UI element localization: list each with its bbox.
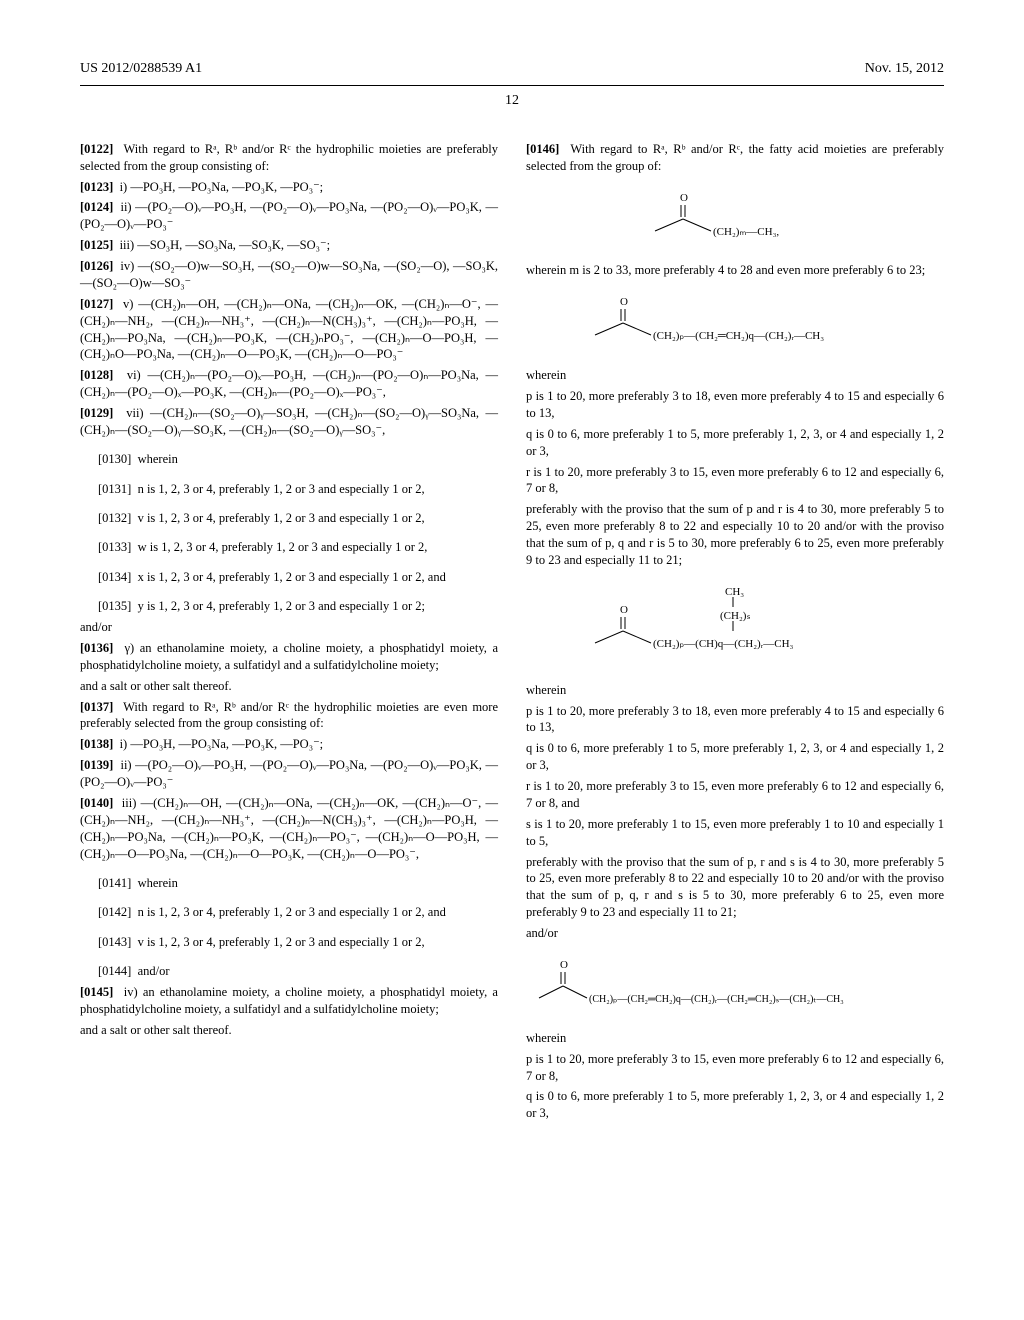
chem-structure-4: O (CH₂)ₚ—(CH₂═CH₂)q—(CH₂)ᵣ—(CH₂═CH₂)ₛ—(C… bbox=[526, 956, 944, 1016]
chem3-mid: (CH₂)ₛ bbox=[720, 610, 751, 622]
para-0131-text: n is 1, 2, 3 or 4, preferably 1, 2 or 3 … bbox=[138, 482, 425, 496]
para-0146: [0146] With regard to Rᵃ, Rᵇ and/or Rᶜ, … bbox=[526, 141, 944, 175]
page-number: 12 bbox=[80, 92, 944, 111]
wherein-2: wherein bbox=[526, 682, 944, 699]
para-0127: [0127] v) —(CH₂)ₙ—OH, —(CH₂)ₙ—ONa, —(CH₂… bbox=[80, 296, 498, 364]
svg-text:O: O bbox=[680, 192, 688, 204]
para-0140-text: iii) —(CH₂)ₙ—OH, —(CH₂)ₙ—ONa, —(CH₂)ₙ—OK… bbox=[80, 796, 498, 861]
patent-page: US 2012/0288539 A1 Nov. 15, 2012 12 [012… bbox=[0, 0, 1024, 1320]
para-0133: [0133] w is 1, 2, 3 or 4, preferably 1, … bbox=[98, 539, 498, 556]
m-desc: wherein m is 2 to 33, more preferably 4 … bbox=[526, 262, 944, 279]
para-0125-text: iii) —SO₃H, —SO₃Na, —SO₃K, —SO₃⁻; bbox=[120, 238, 331, 252]
para-0123: [0123] i) —PO₃H, —PO₃Na, —PO₃K, —PO₃⁻; bbox=[80, 179, 498, 196]
para-0127-text: v) —(CH₂)ₙ—OH, —(CH₂)ₙ—ONa, —(CH₂)ₙ—OK, … bbox=[80, 297, 498, 362]
p-desc-2: p is 1 to 20, more preferably 3 to 18, e… bbox=[526, 703, 944, 737]
para-0129: [0129] vii) —(CH₂)ₙ—(SO₂—O)ᵧ—SO₃H, —(CH₂… bbox=[80, 405, 498, 439]
para-0129-text: vii) —(CH₂)ₙ—(SO₂—O)ᵧ—SO₃H, —(CH₂)ₙ—(SO₂… bbox=[80, 406, 498, 437]
para-0135-text: y is 1, 2, 3 or 4, preferably 1, 2 or 3 … bbox=[138, 599, 425, 613]
r-desc-2: r is 1 to 20, more preferably 3 to 15, e… bbox=[526, 778, 944, 812]
para-0124: [0124] ii) —(PO₂—O)ᵥ—PO₃H, —(PO₂—O)ᵥ—PO₃… bbox=[80, 199, 498, 233]
chem-structure-3: CH₃ (CH₂)ₛ O (CH₂)ₚ—(CH)q—(CH₂)ᵣ—CH₃ bbox=[526, 583, 944, 668]
para-0144: [0144] and/or bbox=[98, 963, 498, 980]
para-0143: [0143] v is 1, 2, 3 or 4, preferably 1, … bbox=[98, 934, 498, 951]
para-0140: [0140] iii) —(CH₂)ₙ—OH, —(CH₂)ₙ—ONa, —(C… bbox=[80, 795, 498, 863]
para-0141-text: wherein bbox=[138, 876, 178, 890]
chem3-label: (CH₂)ₚ—(CH)q—(CH₂)ᵣ—CH₃ bbox=[653, 638, 794, 650]
para-0138: [0138] i) —PO₃H, —PO₃Na, —PO₃K, —PO₃⁻; bbox=[80, 736, 498, 753]
para-0128: [0128] vi) —(CH₂)ₙ—(PO₂—O)ₓ—PO₃H, —(CH₂)… bbox=[80, 367, 498, 401]
para-0132: [0132] v is 1, 2, 3 or 4, preferably 1, … bbox=[98, 510, 498, 527]
para-0133-text: w is 1, 2, 3 or 4, preferably 1, 2 or 3 … bbox=[138, 540, 428, 554]
para-0126: [0126] iv) —(SO₂—O)w—SO₃H, —(SO₂—O)w—SO₃… bbox=[80, 258, 498, 292]
publication-number: US 2012/0288539 A1 bbox=[80, 60, 202, 79]
para-0139: [0139] ii) —(PO₂—O)ᵥ—PO₃H, —(PO₂—O)ᵥ—PO₃… bbox=[80, 757, 498, 791]
para-0139-text: ii) —(PO₂—O)ᵥ—PO₃H, —(PO₂—O)ᵥ—PO₃Na, —(P… bbox=[80, 758, 498, 789]
p-desc-1: p is 1 to 20, more preferably 3 to 18, e… bbox=[526, 388, 944, 422]
s-desc-2: s is 1 to 20, more preferably 1 to 15, e… bbox=[526, 816, 944, 850]
para-0125: [0125] iii) —SO₃H, —SO₃Na, —SO₃K, —SO₃⁻; bbox=[80, 237, 498, 254]
r-desc-1: r is 1 to 20, more preferably 3 to 15, e… bbox=[526, 464, 944, 498]
andor-2: and/or bbox=[526, 925, 944, 942]
publication-date: Nov. 15, 2012 bbox=[865, 60, 944, 79]
para-0137-text: With regard to Rᵃ, Rᵇ and/or Rᶜ the hydr… bbox=[80, 700, 498, 731]
para-0144-text: and/or bbox=[138, 964, 170, 978]
chem4-label: (CH₂)ₚ—(CH₂═CH₂)q—(CH₂)ᵣ—(CH₂═CH₂)ₛ—(CH₂… bbox=[589, 994, 844, 1005]
wherein-3: wherein bbox=[526, 1030, 944, 1047]
para-0145: [0145] iv) an ethanolamine moiety, a cho… bbox=[80, 984, 498, 1018]
para-0136: [0136] γ) an ethanolamine moiety, a chol… bbox=[80, 640, 498, 674]
para-0132-text: v is 1, 2, 3 or 4, preferably 1, 2 or 3 … bbox=[138, 511, 425, 525]
para-0122-text: With regard to Rᵃ, Rᵇ and/or Rᶜ the hydr… bbox=[80, 142, 498, 173]
q-desc-3: q is 0 to 6, more preferably 1 to 5, mor… bbox=[526, 1088, 944, 1122]
page-header: US 2012/0288539 A1 Nov. 15, 2012 bbox=[80, 60, 944, 79]
para-0128-text: vi) —(CH₂)ₙ—(PO₂—O)ₓ—PO₃H, —(CH₂)ₙ—(PO₂—… bbox=[80, 368, 498, 399]
chem-structure-1: O (CH₂)ₘ—CH₃, bbox=[526, 189, 944, 249]
para-0124-text: ii) —(PO₂—O)ᵥ—PO₃H, —(PO₂—O)ᵥ—PO₃Na, —(P… bbox=[80, 200, 498, 231]
q-desc-2: q is 0 to 6, more preferably 1 to 5, mor… bbox=[526, 740, 944, 774]
proviso-1: preferably with the proviso that the sum… bbox=[526, 501, 944, 569]
chem2-label: (CH₂)ₚ—(CH₂═CH₂)q—(CH₂)ᵣ—CH₃ bbox=[653, 330, 824, 342]
para-0141: [0141] wherein bbox=[98, 875, 498, 892]
header-rule bbox=[80, 85, 944, 86]
para-0123-text: i) —PO₃H, —PO₃Na, —PO₃K, —PO₃⁻; bbox=[120, 180, 324, 194]
proviso-2: preferably with the proviso that the sum… bbox=[526, 854, 944, 922]
para-0135: [0135] y is 1, 2, 3 or 4, preferably 1, … bbox=[98, 598, 498, 615]
wherein-1: wherein bbox=[526, 367, 944, 384]
para-0130-text: wherein bbox=[138, 452, 178, 466]
para-0131: [0131] n is 1, 2, 3 or 4, preferably 1, … bbox=[98, 481, 498, 498]
para-0142: [0142] n is 1, 2, 3 or 4, preferably 1, … bbox=[98, 904, 498, 921]
svg-text:O: O bbox=[620, 604, 628, 616]
svg-text:O: O bbox=[560, 959, 568, 971]
para-0130: [0130] wherein bbox=[98, 451, 498, 468]
para-0122: [0122] With regard to Rᵃ, Rᵇ and/or Rᶜ t… bbox=[80, 141, 498, 175]
chem3-top: CH₃ bbox=[725, 586, 744, 598]
para-0137: [0137] With regard to Rᵃ, Rᵇ and/or Rᶜ t… bbox=[80, 699, 498, 733]
salt-2: and a salt or other salt thereof. bbox=[80, 1022, 498, 1039]
para-0136-text: γ) an ethanolamine moiety, a choline moi… bbox=[80, 641, 498, 672]
para-0145-text: iv) an ethanolamine moiety, a choline mo… bbox=[80, 985, 498, 1016]
para-0142-text: n is 1, 2, 3 or 4, preferably 1, 2 or 3 … bbox=[138, 905, 446, 919]
body-columns: [0122] With regard to Rᵃ, Rᵇ and/or Rᶜ t… bbox=[80, 141, 944, 1241]
para-0134: [0134] x is 1, 2, 3 or 4, preferably 1, … bbox=[98, 569, 498, 586]
q-desc-1: q is 0 to 6, more preferably 1 to 5, mor… bbox=[526, 426, 944, 460]
svg-text:O: O bbox=[620, 296, 628, 308]
para-0134-text: x is 1, 2, 3 or 4, preferably 1, 2 or 3 … bbox=[138, 570, 446, 584]
p-desc-3: p is 1 to 20, more preferably 3 to 15, e… bbox=[526, 1051, 944, 1085]
para-0138-text: i) —PO₃H, —PO₃Na, —PO₃K, —PO₃⁻; bbox=[120, 737, 324, 751]
para-0126-text: iv) —(SO₂—O)w—SO₃H, —(SO₂—O)w—SO₃Na, —(S… bbox=[80, 259, 498, 290]
andor-1: and/or bbox=[80, 619, 498, 636]
salt-1: and a salt or other salt thereof. bbox=[80, 678, 498, 695]
para-0143-text: v is 1, 2, 3 or 4, preferably 1, 2 or 3 … bbox=[138, 935, 425, 949]
chem1-label: (CH₂)ₘ—CH₃, bbox=[713, 226, 779, 238]
para-0146-text: With regard to Rᵃ, Rᵇ and/or Rᶜ, the fat… bbox=[526, 142, 944, 173]
chem-structure-2: O (CH₂)ₚ—(CH₂═CH₂)q—(CH₂)ᵣ—CH₃ bbox=[526, 293, 944, 353]
